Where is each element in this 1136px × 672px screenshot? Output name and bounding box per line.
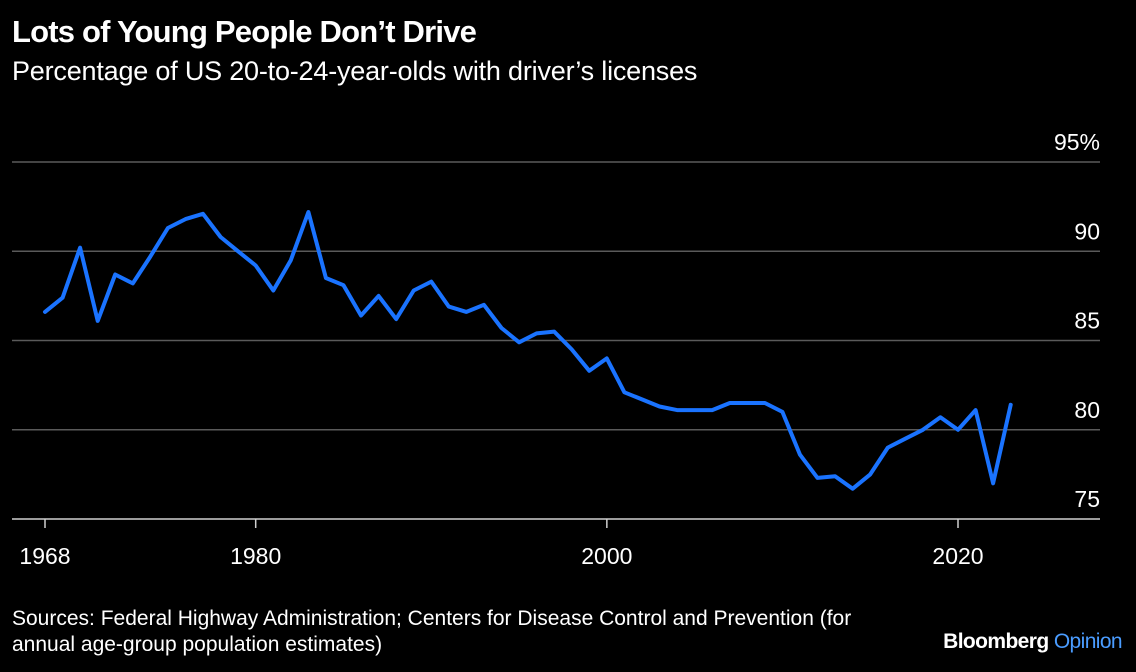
chart-title: Lots of Young People Don’t Drive [12,14,477,49]
y-tick-label: 95% [1054,129,1100,155]
y-tick-label: 85 [1074,308,1100,334]
y-tick-label: 80 [1074,397,1100,423]
brand-main: Bloomberg [943,630,1049,653]
x-tick-label: 2020 [932,543,983,569]
source-note: Sources: Federal Highway Administration;… [12,607,852,656]
brand-logo: Bloomberg Opinion [943,630,1122,654]
x-tick-label: 1980 [230,543,281,569]
series-line [43,210,1013,491]
y-tick-label: 90 [1074,218,1100,244]
y-tick-label: 75 [1074,486,1100,512]
chart-subtitle: Percentage of US 20-to-24-year-olds with… [12,56,698,86]
x-tick-label: 2000 [581,543,632,569]
brand-accent: Opinion [1053,630,1123,653]
x-tick-label: 1968 [19,543,70,569]
line-chart: 75 80 85 90 95% 1968 1980 2000 2020 [12,129,1100,569]
